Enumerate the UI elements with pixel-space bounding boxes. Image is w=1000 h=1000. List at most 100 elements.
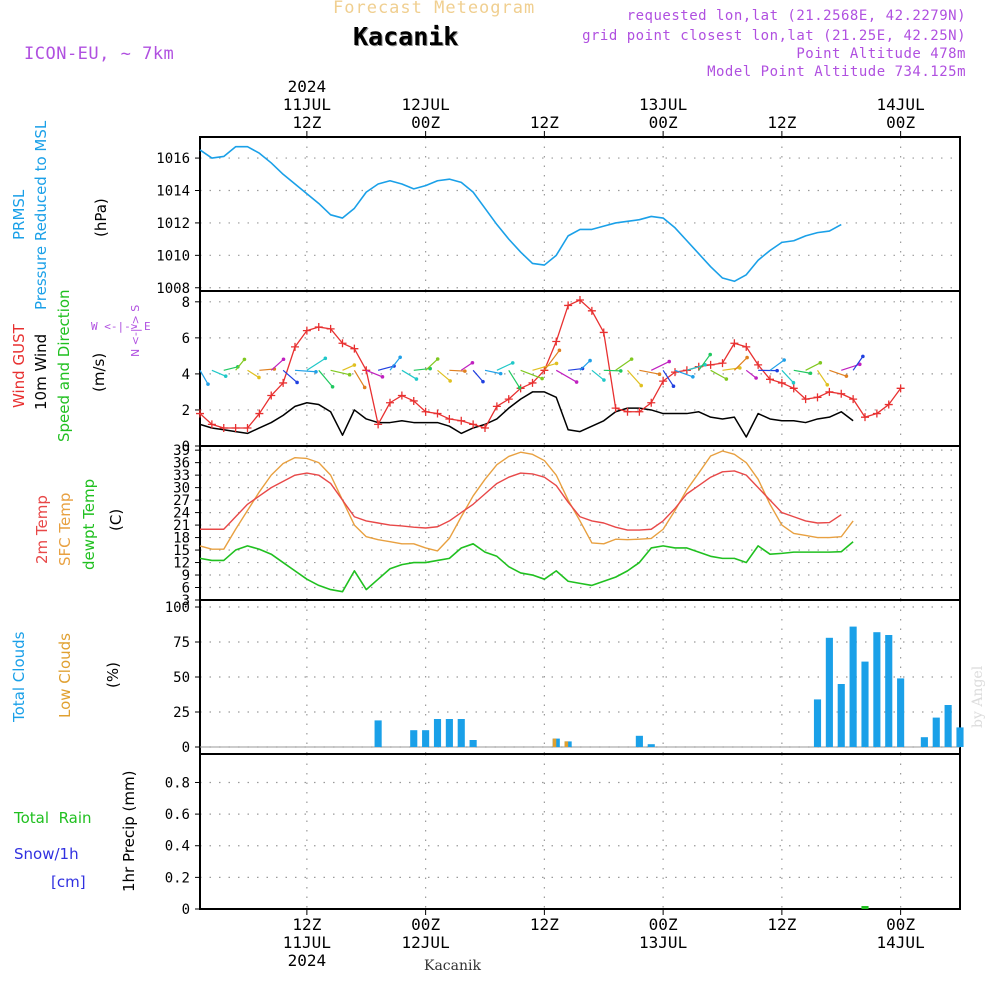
gust-marker [647,398,656,407]
x-tick-date-bottom: 12JUL [402,933,450,952]
x-tick-hour-bottom: 00Z [886,915,915,934]
x-tick-date-top: 11JUL [283,95,331,114]
gust-marker [896,384,905,393]
y-tick-label: 39 [173,443,190,459]
wind-arrow-head [708,352,713,357]
series-line-prmsl [199,145,842,283]
temp-unit: (C) [107,508,125,531]
wind-direction-arrow [270,358,284,371]
x-tick-hour-top: 12Z [530,113,559,132]
wind-direction-arrow [710,369,727,380]
wind-direction-arrow [199,370,209,385]
wind-direction-arrow [603,369,621,372]
compass-we: W <-|-> E [91,320,151,333]
gust-marker [742,342,751,351]
wind-arrow-head [808,371,813,376]
wind-arrow-head [671,384,676,389]
x-tick-hour-top: 00Z [411,113,440,132]
y-tick-label: 30 [173,481,190,497]
wind-direction-arrow [353,369,366,388]
wind-arrow-head [691,375,695,379]
prmsl-desc-label: Pressure Reduced to MSL [32,120,50,310]
gust-marker [884,400,893,409]
series-line-dewpoint [199,541,854,593]
total-clouds-bar [873,632,881,747]
wind-direction-arrow [674,369,694,378]
model-altitude: Model Point Altitude 734.125m [707,64,966,80]
series-line-wind10 [199,391,854,438]
y-tick-label: 24 [173,506,190,522]
gust-marker [837,389,846,398]
y-tick-label: 33 [173,468,190,484]
gust-marker [611,404,620,413]
y-tick-label: 0.2 [165,870,190,886]
wind-arrow-head [540,376,544,381]
panel-frame [199,445,961,601]
total-clouds-bar [433,719,442,747]
total-clouds-bar [457,719,465,747]
wind-arrow-head [574,380,579,384]
x-tick-hour-bottom: 12Z [292,915,321,934]
pressure-unit: (hPa) [92,198,110,237]
x-tick-hour-bottom: 12Z [767,915,796,934]
wind-direction-arrow [401,369,417,380]
wind-direction-arrow [472,369,484,383]
y-tick-label: 0 [182,740,190,756]
wind-arrow-head [498,371,503,376]
total-clouds-bar [825,637,833,747]
wind-arrow-head [314,369,318,374]
wind-arrow-head [667,359,672,364]
precip-axis-label: 1hr Precip (mm) [120,770,138,892]
wind-direction-arrow [698,354,711,371]
wind-arrow-head [825,383,830,387]
y-tick-label: 0.8 [165,775,190,791]
wind-direction-arrow [733,357,748,371]
y-tick-label: 8 [182,295,190,311]
gust-marker [504,395,513,404]
wind-direction-arrow [342,364,355,371]
gust-marker [267,391,276,400]
y-tick-label: 6 [182,331,190,347]
gust-marker [397,391,406,400]
wind-direction-arrow [555,369,577,383]
wind-gust-label: Wind GUST [10,324,28,408]
wind-arrow-head [448,379,452,383]
wind-direction-arrow [627,369,642,386]
gust-marker [386,398,394,407]
wind-direction-arrow [235,359,245,371]
gust-marker [314,323,323,332]
wind-arrow-head [242,357,247,362]
gust-marker [671,368,679,377]
wind-arrow-head [738,366,742,370]
wind-arrow-head [754,376,758,380]
gust-marker [564,301,573,310]
y-tick-label: 1012 [156,216,190,232]
gust-marker [623,407,632,416]
y-tick-label: 100 [165,600,190,616]
wind-dir-label: Speed and Direction [55,289,73,442]
wind-direction-arrow [591,369,605,381]
gust-marker [587,306,596,315]
prmsl-label: PRMSL [10,189,28,240]
wind-arrow-head [861,354,865,359]
wind-arrow-head [588,358,592,363]
series-line-wind-gust [199,299,902,429]
series-line-sfc-temp [199,450,854,552]
wind-direction-arrow [817,369,828,386]
wind-arrow-head [517,385,522,390]
wind-direction-arrow [532,362,557,371]
gust-marker [528,378,537,387]
wind-arrow-head [857,362,862,367]
requested-coords: requested lon,lat (21.2568E, 42.2279N) [626,8,966,24]
wind-arrow-head [257,375,261,380]
wind-direction-arrow [745,369,757,379]
y-tick-label: 50 [173,670,190,686]
wind-arrow-head [380,375,385,379]
gust-marker [338,339,347,348]
wind-direction-arrow [294,369,316,373]
series-line-2m-temp [200,470,842,531]
wind-direction-arrow [852,356,864,371]
total-clouds-bar [635,735,643,747]
wind-direction-arrow [282,369,298,383]
